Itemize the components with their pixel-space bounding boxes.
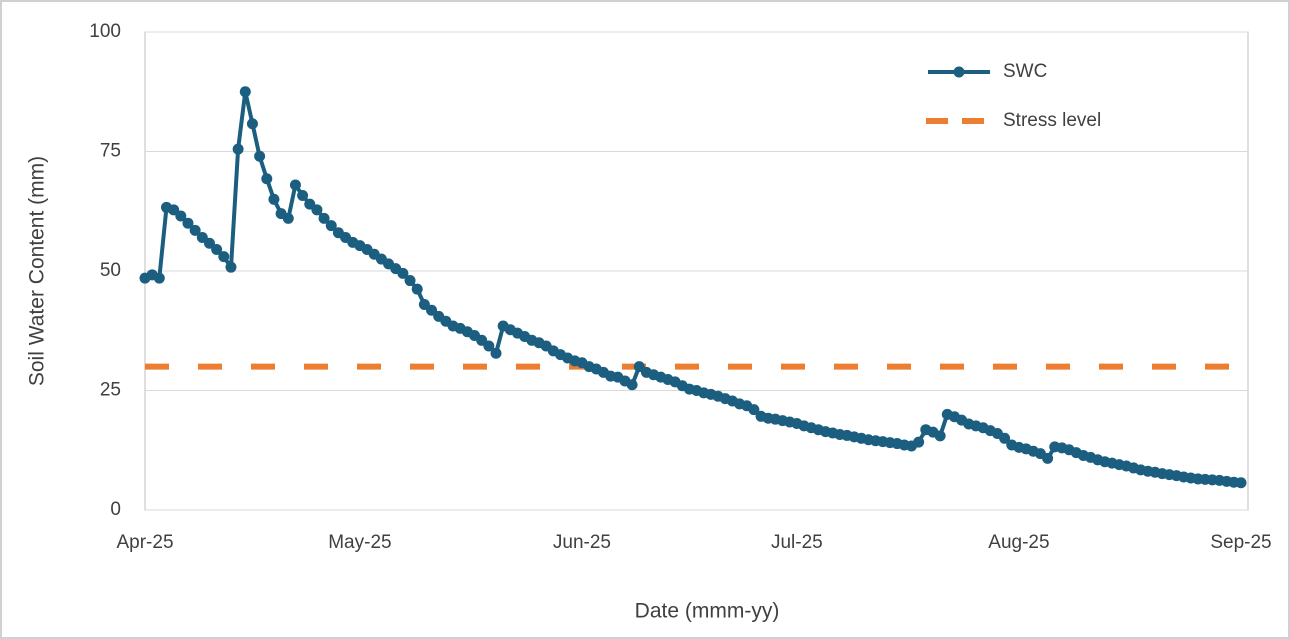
marker <box>289 179 301 191</box>
marker <box>268 193 280 205</box>
x-axis-title: Date (mmm-yy) <box>635 600 780 623</box>
y-tick-label: 50 <box>100 260 121 281</box>
marker <box>175 210 187 222</box>
marker <box>397 267 409 279</box>
y-tick-label: 75 <box>100 141 121 162</box>
marker <box>225 261 237 273</box>
x-tick-label: Jul-25 <box>771 532 823 553</box>
marker <box>203 237 215 249</box>
legend-label: SWC <box>1003 61 1047 82</box>
x-tick-label: Sep-25 <box>1210 532 1271 553</box>
marker <box>282 212 294 224</box>
marker <box>189 224 201 236</box>
marker <box>239 86 251 98</box>
marker <box>218 251 230 263</box>
marker <box>182 217 194 229</box>
marker <box>311 204 323 216</box>
marker <box>254 150 266 162</box>
marker <box>999 432 1011 444</box>
marker <box>1235 477 1247 489</box>
marker <box>153 272 165 284</box>
y-axis-title: Soil Water Content (mm) <box>26 156 49 386</box>
legend-marker <box>953 66 965 78</box>
x-tick-label: Aug-25 <box>988 532 1049 553</box>
marker <box>748 404 760 416</box>
marker <box>1042 452 1054 464</box>
marker <box>168 204 180 216</box>
marker <box>211 243 223 255</box>
marker <box>426 304 438 316</box>
y-tick-label: 25 <box>100 380 121 401</box>
x-tick-label: Jun-25 <box>553 532 611 553</box>
marker <box>483 340 495 352</box>
marker <box>934 430 946 442</box>
legend-label: Stress level <box>1003 110 1101 131</box>
marker <box>913 436 925 448</box>
marker <box>261 173 273 185</box>
x-tick-label: Apr-25 <box>116 532 173 553</box>
marker <box>411 283 423 295</box>
marker <box>325 220 337 232</box>
marker <box>490 347 502 359</box>
marker <box>626 379 638 391</box>
marker <box>404 275 416 287</box>
x-tick-label: May-25 <box>328 532 391 553</box>
marker <box>297 189 309 201</box>
y-tick-label: 0 <box>110 499 121 520</box>
y-tick-label: 100 <box>89 21 121 42</box>
marker <box>232 143 244 155</box>
marker <box>318 212 330 224</box>
marker <box>246 118 258 130</box>
